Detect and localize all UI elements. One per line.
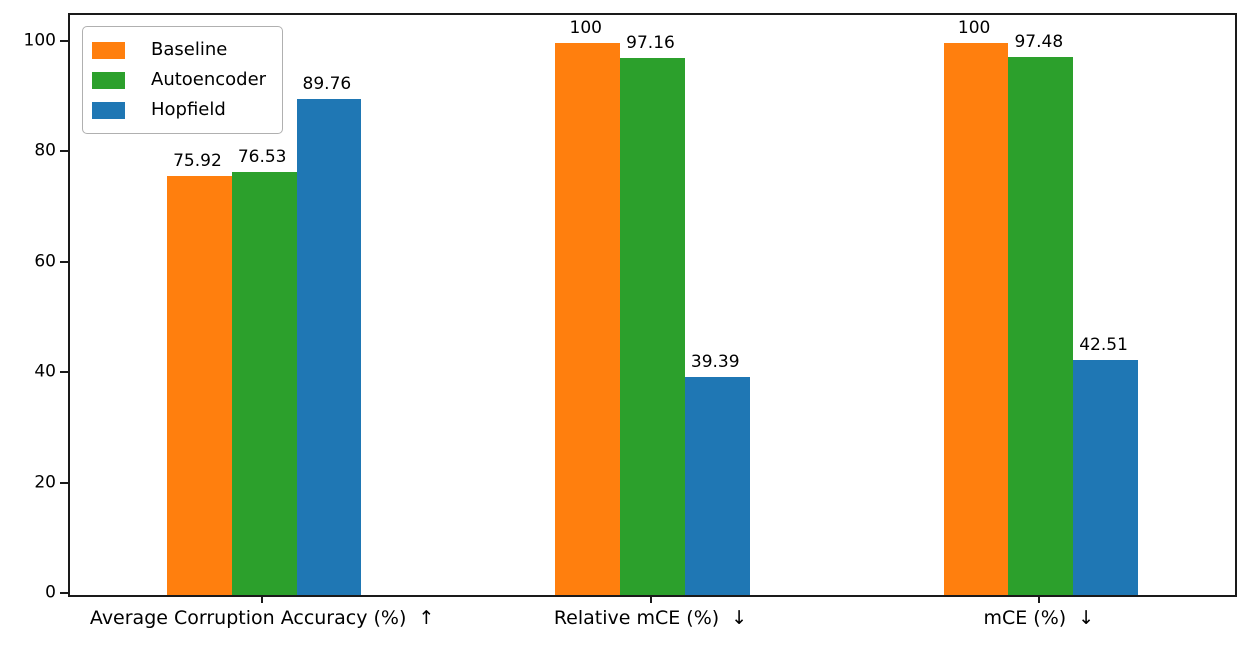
y-tick-mark (60, 481, 68, 484)
bar-value-label: 97.48 (1014, 31, 1064, 52)
bar-hopfield (684, 377, 750, 595)
legend: Baseline Autoencoder Hopfield (82, 26, 284, 134)
y-tick-mark (60, 39, 68, 42)
bar-baseline (167, 175, 232, 595)
y-tick-label: 40 (34, 361, 56, 382)
y-tick-label: 80 (34, 140, 56, 161)
y-tick-label: 100 (23, 30, 56, 51)
x-tick-mark (261, 595, 264, 603)
bar-autoencoder (1008, 56, 1074, 595)
legend-swatch-autoencoder (92, 71, 125, 89)
bar-value-label: 42.51 (1079, 335, 1128, 356)
bar-autoencoder (231, 172, 297, 595)
y-tick-mark (60, 150, 68, 153)
y-tick-mark (60, 592, 68, 594)
legend-label: Autoencoder (151, 69, 267, 90)
plot-area (68, 13, 1237, 597)
bar-hopfield (1073, 360, 1138, 595)
legend-item: Hopfield (92, 95, 266, 125)
legend-label: Baseline (151, 39, 228, 60)
bar-value-label: 76.53 (237, 147, 287, 168)
legend-label: Hopfield (151, 99, 226, 120)
x-tick-label: Average Corruption Accuracy (%) ↑ (89, 607, 435, 629)
y-tick-label: 20 (34, 472, 56, 493)
x-tick-mark (649, 595, 652, 603)
legend-swatch-baseline (92, 41, 125, 59)
y-tick-label: 60 (34, 251, 56, 272)
x-tick-label: mCE (%) ↓ (983, 607, 1095, 629)
bar-value-label: 75.92 (173, 150, 222, 171)
y-tick-mark (60, 371, 68, 374)
bar-value-label: 39.39 (690, 352, 740, 373)
x-tick-mark (1037, 595, 1040, 603)
x-tick-label: Relative mCE (%) ↓ (553, 607, 748, 629)
legend-item: Autoencoder (92, 65, 266, 95)
y-tick-mark (60, 260, 68, 263)
legend-swatch-hopfield (92, 101, 125, 119)
bar-value-label: 100 (569, 17, 602, 38)
y-tick-label: 0 (45, 582, 56, 603)
bar-hopfield (296, 99, 362, 595)
bar-value-label: 89.76 (302, 74, 352, 95)
bar-value-label: 100 (957, 17, 991, 38)
legend-item: Baseline (92, 35, 266, 65)
bar-autoencoder (620, 58, 685, 595)
bar-baseline (555, 42, 621, 595)
bar-value-label: 97.16 (626, 33, 675, 54)
bar-baseline (943, 42, 1009, 595)
